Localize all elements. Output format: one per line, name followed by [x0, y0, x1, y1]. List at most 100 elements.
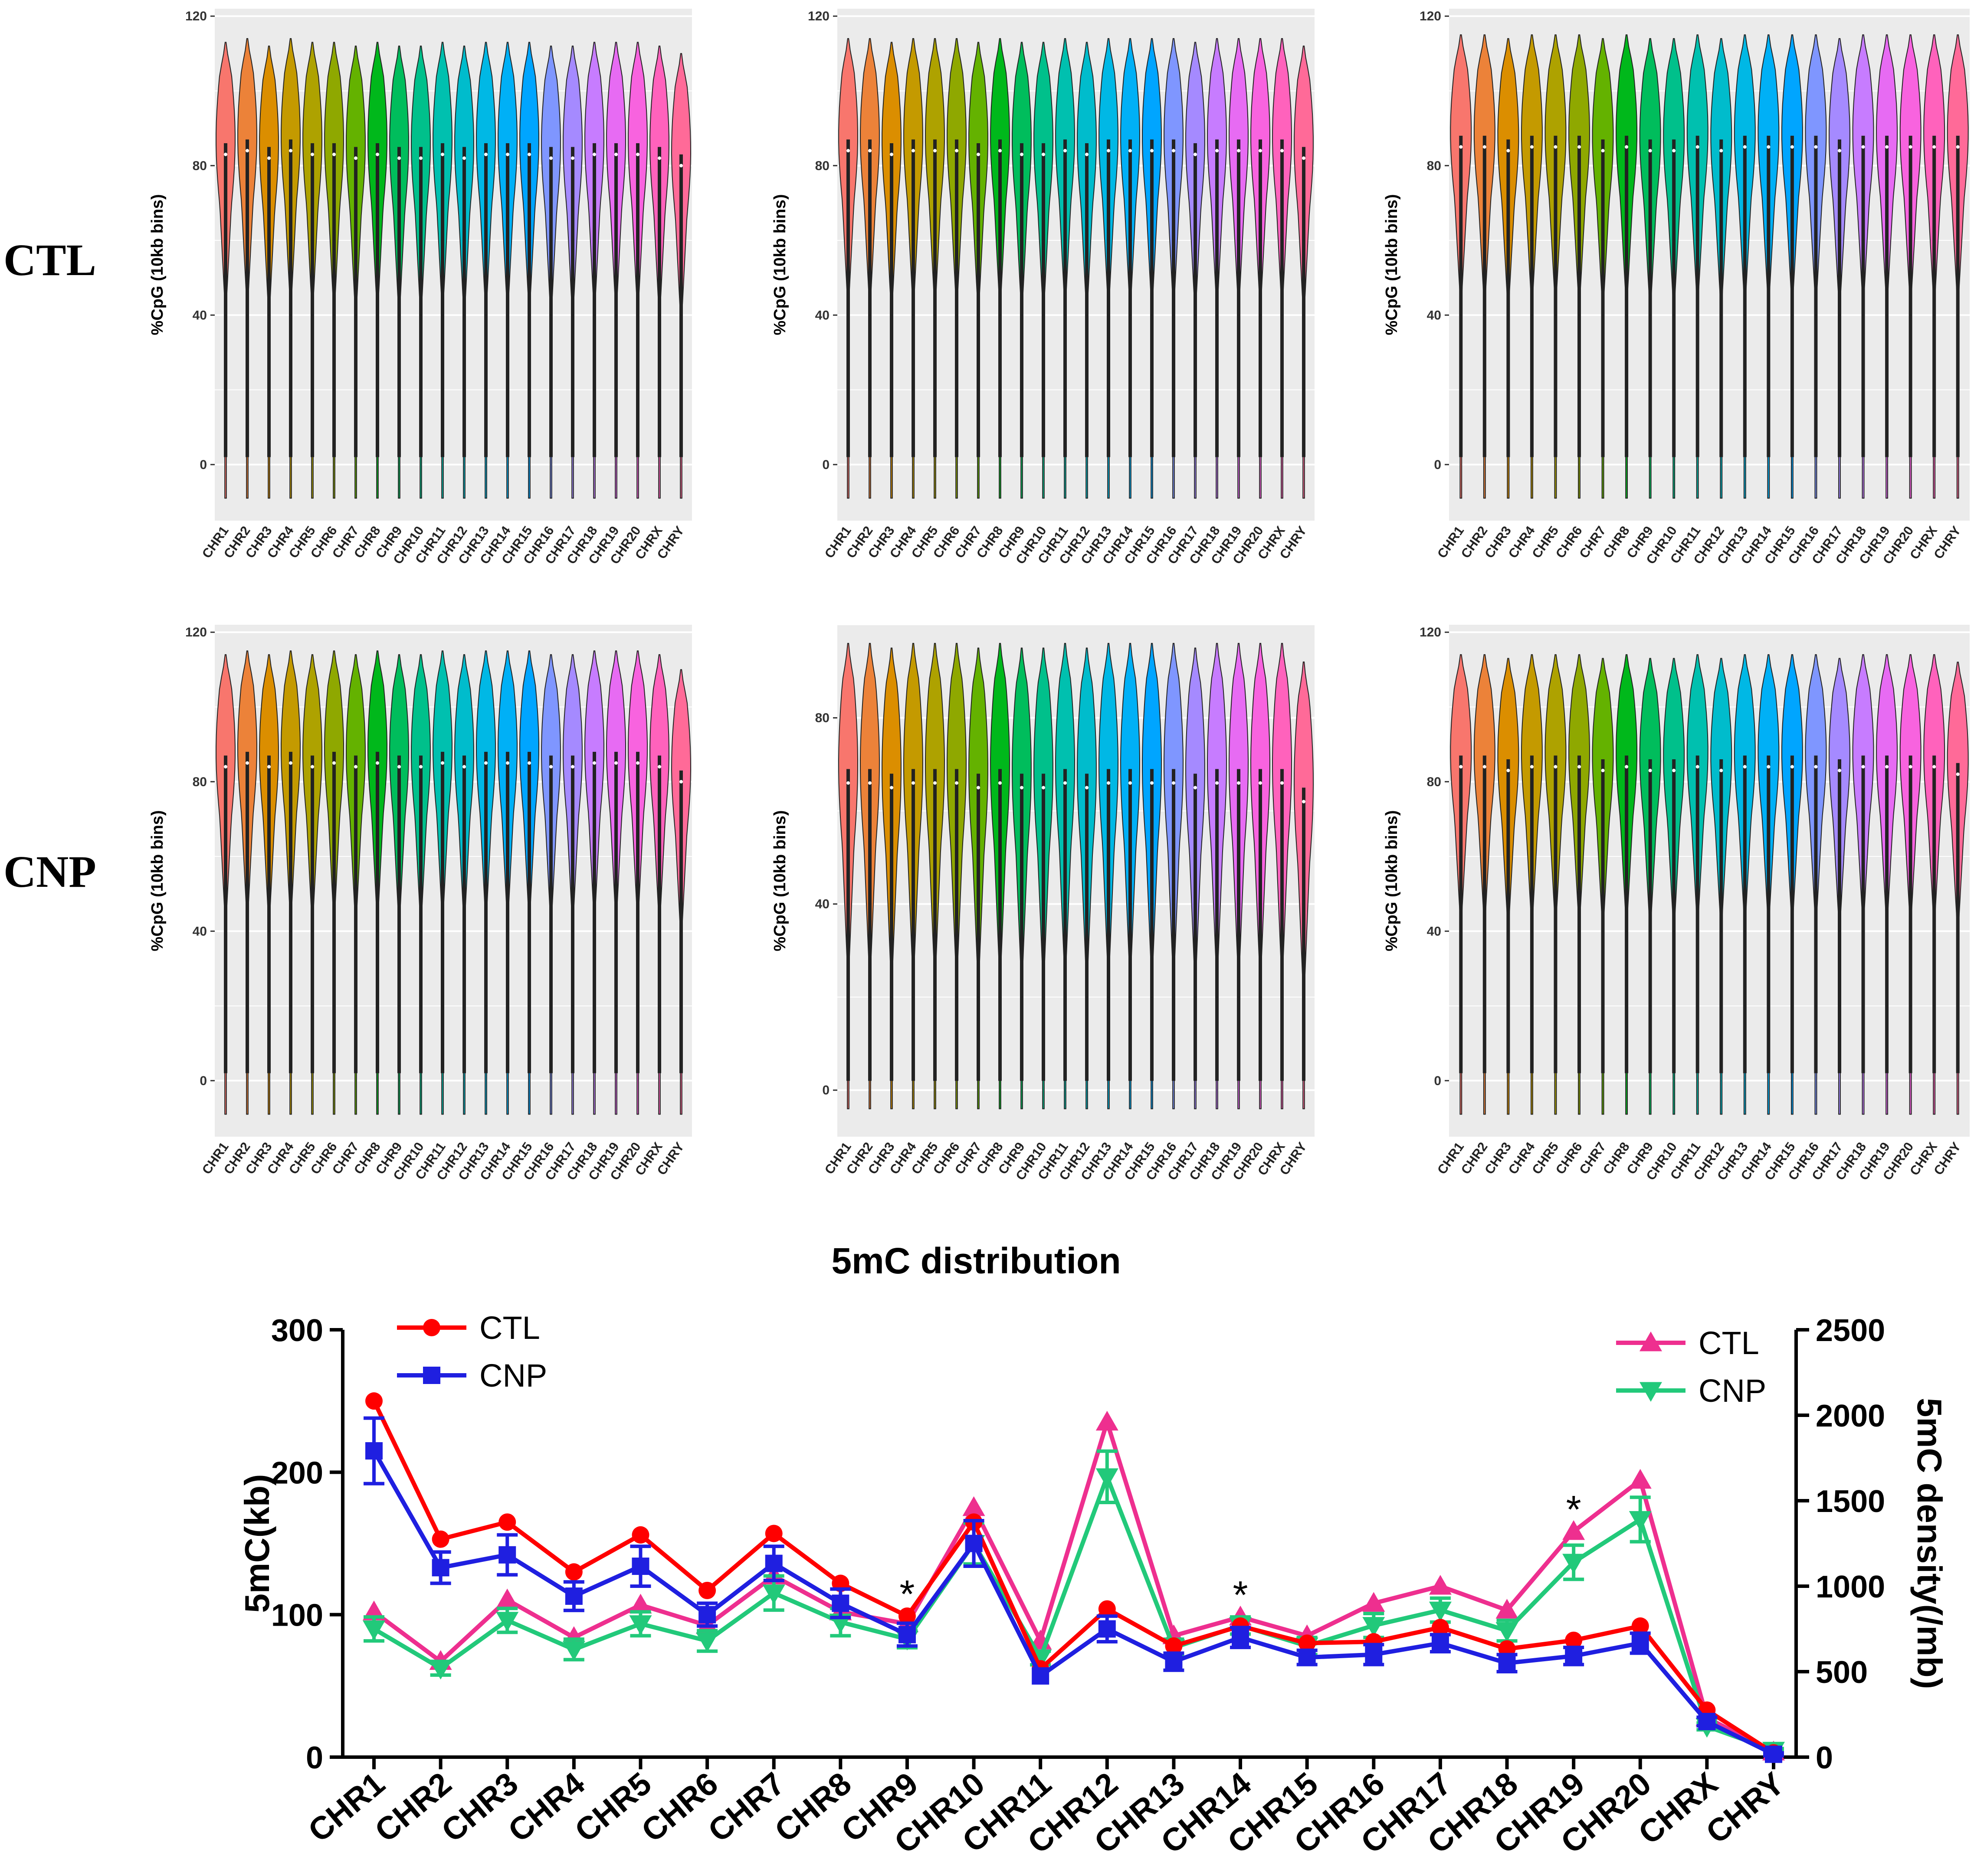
violin-box-chry: [1302, 147, 1305, 457]
data-point-chr20: [1629, 1511, 1652, 1531]
violin-median-chr11: [441, 761, 444, 765]
violin-median-chr13: [484, 761, 488, 765]
x-tick-label: CHR2: [368, 1765, 458, 1849]
y-axis-label: %CpG (10kb bins): [148, 810, 167, 951]
y-tick-label: 0: [1434, 1074, 1441, 1088]
violin-box-chr15: [1790, 135, 1794, 457]
violin-median-chr12: [1085, 786, 1089, 790]
violin-box-chr12: [462, 147, 466, 457]
violin-box-chr5: [1554, 135, 1558, 457]
y-tick-label: 0: [822, 1083, 830, 1098]
violin-box-chr14: [506, 751, 509, 1073]
violin-box-chr10: [1042, 143, 1045, 457]
right-axis-label: 5mC density(/mb): [1910, 1398, 1949, 1689]
violin-median-chr15: [528, 152, 531, 156]
violin-box-chr2: [868, 139, 872, 457]
violin-median-chr12: [1719, 768, 1723, 772]
violin-box-chr14: [1767, 135, 1771, 457]
violin-median-chr19: [614, 761, 618, 765]
data-point-chr18: [1498, 1654, 1516, 1672]
y-tick-label: 40: [1427, 308, 1441, 322]
violin-box-chr17: [1838, 759, 1841, 1073]
y-axis-label: %CpG (10kb bins): [148, 194, 167, 335]
left-tick-label: 300: [271, 1313, 323, 1348]
violin-median-chr14: [506, 761, 509, 765]
left-tick-label: 200: [271, 1456, 323, 1490]
distribution-line-chart: 5mC distribution 0 100 200 300 0 500 1000 1500 20…: [238, 1240, 1949, 1860]
y-tick-label: 80: [1427, 159, 1441, 173]
data-point-chr5: [629, 1615, 652, 1635]
violin-median-chrx: [1932, 145, 1936, 149]
violin-median-chr2: [868, 149, 872, 153]
legend-left-ctl: CTL: [397, 1310, 540, 1346]
violin-box-chr16: [549, 755, 553, 1073]
series-ctl-right: [363, 1410, 1785, 1761]
violin-median-chry: [679, 780, 683, 784]
data-point-chr1: [365, 1392, 383, 1410]
violin-box-chr17: [571, 147, 574, 457]
violin-median-chr16: [1814, 765, 1818, 769]
violin-median-chr3: [890, 152, 893, 156]
violin-box-chr4: [289, 139, 292, 457]
violin-box-chr7: [354, 755, 357, 1073]
violin-box-chr12: [1085, 143, 1089, 457]
violin-box-chr8: [998, 139, 1002, 457]
data-point-chr7: [762, 1584, 785, 1604]
violin-box-chr18: [1861, 755, 1865, 1073]
violin-box-chry: [1956, 135, 1960, 457]
left-tick-label: 100: [271, 1598, 323, 1633]
violin-median-chry: [1302, 800, 1305, 804]
x-tick-label: CHR7: [701, 1765, 791, 1849]
violin-median-chr6: [955, 781, 958, 785]
violin-median-chr3: [1506, 768, 1510, 772]
violin-box-chr4: [1530, 755, 1534, 1073]
significance-marker: *: [1566, 1488, 1581, 1532]
violin-median-chrx: [658, 156, 661, 160]
violin-median-chry: [1956, 145, 1960, 149]
violin-median-chr6: [332, 761, 336, 765]
violin-median-chr14: [1767, 765, 1771, 769]
violin-box-chr4: [912, 769, 915, 1081]
violin-median-chr8: [1625, 145, 1629, 149]
violin-median-chr12: [462, 156, 466, 160]
violin-median-chr17: [1838, 149, 1841, 153]
violin-box-chr17: [1194, 774, 1197, 1081]
y-axis-label: %CpG (10kb bins): [1383, 194, 1401, 335]
violin-median-chr2: [1482, 145, 1486, 149]
violin-median-chr16: [1172, 781, 1175, 785]
data-point-chr2: [429, 1660, 452, 1680]
violin-median-chr1: [846, 149, 850, 153]
violin-box-chr13: [1743, 755, 1747, 1073]
violin-box-chr15: [1150, 769, 1154, 1081]
violin-box-chr8: [1625, 135, 1629, 457]
violin-median-chr8: [998, 149, 1002, 153]
violin-box-chrx: [658, 755, 661, 1073]
data-point-chr18: [1495, 1622, 1518, 1642]
left-tick-label: 0: [306, 1741, 323, 1775]
data-point-chr19: [1565, 1631, 1583, 1649]
y-tick-label: 0: [1434, 458, 1441, 472]
violin-median-chr19: [1885, 145, 1889, 149]
violin-box-chr5: [311, 143, 314, 457]
violin-median-chr7: [977, 152, 980, 156]
violin-median-chr19: [1885, 765, 1889, 769]
violin-box-chr13: [484, 143, 488, 457]
violin-median-chr17: [1194, 786, 1197, 790]
violin-median-chr14: [1128, 781, 1132, 785]
violin-box-chr10: [1672, 759, 1676, 1073]
violin-box-chr15: [1790, 755, 1794, 1073]
violin-median-chr4: [1530, 765, 1534, 769]
violin-box-chr3: [890, 143, 893, 457]
violin-box-chr5: [933, 139, 937, 457]
violin-median-chr15: [1150, 781, 1154, 785]
y-tick-label: 0: [200, 458, 207, 472]
violin-median-chr9: [1648, 149, 1652, 153]
data-point-chr3: [496, 1612, 519, 1632]
x-tick-label: CHR1: [302, 1765, 392, 1849]
violin-box-chr12: [1719, 139, 1723, 457]
y-axis-label: %CpG (10kb bins): [771, 810, 789, 951]
data-point-chr1: [365, 1442, 383, 1460]
data-point-chr12: [1095, 1468, 1118, 1488]
violin-median-chr4: [912, 781, 915, 785]
violin-median-chr13: [484, 152, 488, 156]
